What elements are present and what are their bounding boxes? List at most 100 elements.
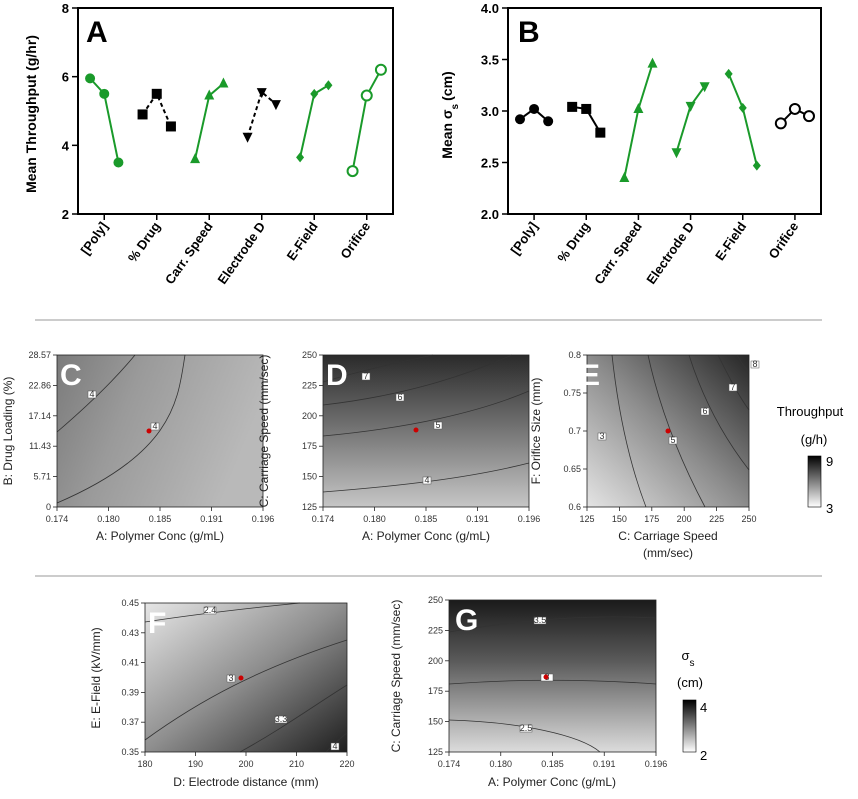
panel-b-ylabel: Mean σs(cm) <box>439 71 461 158</box>
data-point <box>204 89 215 100</box>
x-tick-label: 125 <box>579 514 594 524</box>
x-tick-label: 0.174 <box>438 759 461 769</box>
data-point <box>581 103 592 114</box>
data-point <box>699 82 710 93</box>
colorbar-sigma <box>682 699 697 753</box>
panel-d-contour-label: 7 <box>363 371 368 381</box>
data-point <box>218 77 229 88</box>
x-tick-label: 220 <box>339 759 354 769</box>
panel-e-contour <box>688 354 750 471</box>
y-tick-label: 225 <box>428 625 443 635</box>
x-tick-label: 190 <box>188 759 203 769</box>
colorbar-throughput-min: 3 <box>826 501 833 516</box>
x-category-label: Orifice <box>337 219 373 261</box>
panel-e-contour-label: 5 <box>670 435 675 445</box>
colorbar-sigma-max: 4 <box>700 700 707 715</box>
y-tick-label: 28.57 <box>28 350 51 360</box>
y-tick-label: 250 <box>428 595 443 605</box>
panel-e-contour <box>647 354 706 508</box>
x-tick-label: 0.174 <box>312 514 335 524</box>
y-tick-label: 0.65 <box>563 464 581 474</box>
x-tick-label: 0.191 <box>200 514 223 524</box>
panel-e-xlabel-unit: (mm/sec) <box>643 546 693 560</box>
y-tick-label: 175 <box>302 441 317 451</box>
panel-e-contour-label: 8 <box>752 359 757 369</box>
x-tick-label: 0.185 <box>415 514 438 524</box>
data-point <box>242 132 253 143</box>
x-tick-label: 0.191 <box>593 759 616 769</box>
data-point <box>113 157 124 168</box>
x-category-label: Carr. Speed <box>162 219 216 287</box>
panel-letter-f: F <box>148 607 166 640</box>
x-tick-label: 0.174 <box>46 514 69 524</box>
x-category-label: E-Field <box>712 219 749 263</box>
y-tick-label: 150 <box>428 717 443 727</box>
x-tick-label: 0.196 <box>518 514 541 524</box>
data-point <box>774 117 787 130</box>
data-point <box>647 57 658 68</box>
series-line <box>675 85 706 153</box>
panel-f-xlabel: D: Electrode distance (mm) <box>173 775 318 789</box>
colorbar-throughput-unit: (g/h) <box>801 432 828 447</box>
panel-a-ylabel: Mean Throughput (g/hr) <box>23 35 39 193</box>
y-tick-label: 2.0 <box>481 207 499 222</box>
panel-e-contour-label: 6 <box>702 406 707 416</box>
panel-f-surface <box>145 603 347 752</box>
data-point <box>165 121 176 132</box>
x-category-label: Orifice <box>765 219 801 261</box>
x-tick-label: 0.196 <box>252 514 275 524</box>
y-tick-label: 4 <box>62 138 70 153</box>
data-point <box>324 80 333 91</box>
data-point <box>137 109 148 120</box>
y-tick-label: 6 <box>62 70 69 85</box>
panel-c-ylabel: B: Drug Loading (%) <box>1 377 15 486</box>
panel-e-ylabel: F: Orifice Size (mm) <box>529 378 543 485</box>
panel-d-contour <box>322 354 513 406</box>
data-point <box>374 63 387 76</box>
x-tick-label: 0.180 <box>489 759 512 769</box>
x-tick-label: 250 <box>741 514 756 524</box>
data-point <box>671 148 682 159</box>
panel-letter-g: G <box>455 604 478 637</box>
y-tick-label: 3.0 <box>481 104 499 119</box>
series-line <box>623 63 654 179</box>
panel-g-xlabel: A: Polymer Conc (g/mL) <box>488 775 616 789</box>
panel-c-contour-label: 4 <box>152 421 157 431</box>
panel-g-contour-label: 2.5 <box>520 723 533 733</box>
series-line <box>246 90 277 138</box>
panel-d-contour-label: 4 <box>424 475 429 485</box>
panel-f-contour-label: 4 <box>332 741 337 751</box>
y-tick-label: 0.6 <box>568 502 581 512</box>
panel-e: 3 5 6 7 8 125 150 175 200 225 250 0.6 0.65 0.7 0.… <box>529 350 844 560</box>
x-category-label: Carr. Speed <box>591 219 645 287</box>
colorbar-throughput-title: Throughput <box>777 404 844 419</box>
x-tick-label: 200 <box>677 514 692 524</box>
y-tick-label: 8 <box>62 1 69 16</box>
panel-d-contour <box>322 462 530 493</box>
x-tick-label: 150 <box>612 514 627 524</box>
data-point <box>151 88 162 99</box>
x-tick-label: 175 <box>644 514 659 524</box>
y-tick-label: 0 <box>46 502 51 512</box>
panel-c-contour <box>56 354 136 433</box>
y-tick-label: 17.14 <box>28 411 51 421</box>
y-tick-label: 200 <box>302 411 317 421</box>
data-point <box>685 101 696 112</box>
x-tick-label: 0.180 <box>363 514 386 524</box>
data-point <box>803 110 816 123</box>
series-line <box>351 69 382 172</box>
data-point <box>360 89 373 102</box>
data-point <box>256 88 267 99</box>
data-point <box>567 101 578 112</box>
panel-f-contour-label: 3 <box>228 673 233 683</box>
panel-d-xlabel: A: Polymer Conc (g/mL) <box>362 529 490 543</box>
panel-letter-c: C <box>60 359 82 392</box>
x-category-label: E-Field <box>284 219 321 263</box>
x-tick-label: 0.185 <box>541 759 564 769</box>
plot-frame <box>507 7 822 215</box>
y-tick-label: 4.0 <box>481 1 499 16</box>
panel-d-design-point <box>413 427 419 433</box>
